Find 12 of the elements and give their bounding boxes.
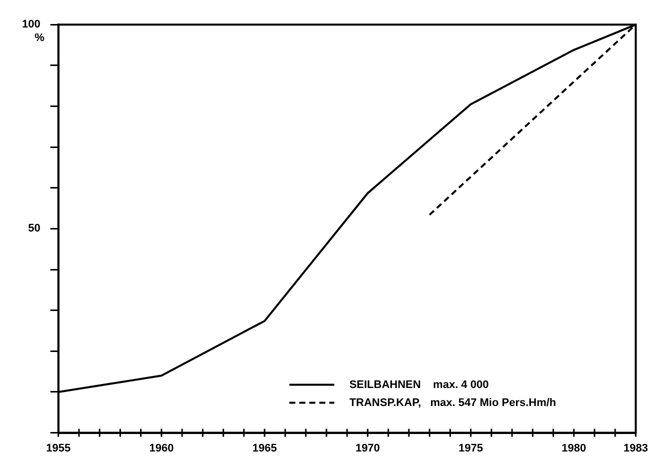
y-axis-title: %	[34, 32, 45, 44]
x-tick-label: 1980	[562, 442, 586, 454]
x-tick-label: 1970	[355, 442, 380, 454]
x-tick-label: 1975	[458, 442, 484, 454]
x-tick-label: 1983	[624, 442, 648, 454]
y-tick-label: 100	[22, 18, 40, 31]
legend-label: TRANSP.KAP, max. 547 Mio Pers.Hm/h	[349, 396, 556, 409]
x-tick-label: 1960	[149, 442, 174, 454]
y-tick-label: 50	[28, 222, 40, 235]
legend-label: SEILBAHNEN max. 4 000	[349, 378, 489, 391]
x-tick-label: 1955	[46, 442, 71, 454]
x-tick-label: 1965	[252, 442, 277, 454]
